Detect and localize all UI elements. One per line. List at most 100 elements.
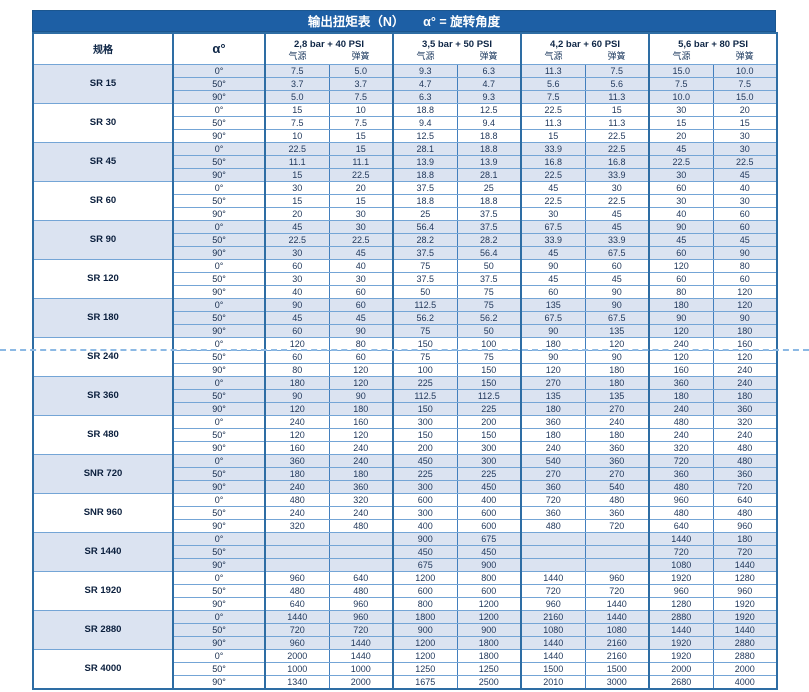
- torque-value-cell: 2000: [264, 648, 330, 663]
- torque-value-cell: 15: [648, 115, 714, 130]
- torque-value-cell: 360: [648, 466, 714, 481]
- torque-value-cell: 720: [520, 492, 586, 507]
- torque-value-cell: 60: [264, 258, 330, 273]
- torque-value-cell: 2160: [584, 648, 650, 663]
- table-row: 90° 80 120 100 150 120 180 160 240: [33, 362, 778, 377]
- torque-value-cell: 120: [712, 284, 778, 299]
- torque-value-cell: 960: [712, 518, 778, 533]
- torque-value-cell: 480: [648, 479, 714, 494]
- torque-value-cell: 1250: [456, 661, 522, 676]
- torque-value-cell: 90: [520, 349, 586, 364]
- table-row: SNR 720 0° 360 240 450 300 540 360 720 480: [32, 453, 778, 494]
- torque-value-cell: [264, 557, 330, 572]
- torque-value-cell: 37.5: [392, 271, 458, 286]
- table-row: 90° 5.0 7.5 6.3 9.3 7.5 11.3 10.0 15.0: [33, 89, 778, 104]
- torque-value-cell: 3000: [584, 674, 650, 689]
- torque-value-cell: 60: [712, 206, 778, 221]
- torque-value-cell: 45: [264, 219, 330, 234]
- torque-value-cell: 90: [328, 388, 394, 403]
- torque-value-cell: 360: [520, 414, 586, 429]
- torque-value-cell: 180: [328, 401, 394, 416]
- torque-value-cell: 960: [264, 570, 330, 585]
- torque-value-cell: 15: [712, 115, 778, 130]
- torque-value-cell: 720: [584, 518, 650, 533]
- torque-value-cell: 100: [392, 362, 458, 377]
- torque-value-cell: 20: [328, 180, 394, 195]
- torque-value-cell: 1200: [392, 648, 458, 663]
- angle-cell: 50°: [172, 76, 266, 91]
- torque-value-cell: 960: [328, 596, 394, 611]
- torque-value-cell: 240: [712, 362, 778, 377]
- torque-value-cell: 1440: [328, 635, 394, 650]
- torque-value-cell: 270: [584, 466, 650, 481]
- angle-cell: 50°: [172, 583, 266, 598]
- torque-value-cell: 22.5: [584, 128, 650, 143]
- torque-value-cell: 450: [392, 544, 458, 559]
- torque-value-cell: 900: [392, 622, 458, 637]
- torque-value-cell: 50: [456, 323, 522, 338]
- table-row: SR 240 0° 120 80 150 100 180 120 240 160: [32, 336, 778, 377]
- table-row: 50° 480 480 600 600 720 720 960 960: [33, 583, 778, 598]
- torque-value-cell: 450: [456, 479, 522, 494]
- torque-value-cell: 120: [584, 336, 650, 351]
- spec-cell: SR 4000: [32, 648, 174, 689]
- torque-value-cell: 240: [712, 375, 778, 390]
- torque-value-cell: [328, 544, 394, 559]
- torque-value-cell: 1440: [648, 531, 714, 546]
- angle-cell: 90°: [172, 206, 266, 221]
- torque-value-cell: 1800: [456, 635, 522, 650]
- torque-value-cell: 7.5: [264, 63, 330, 78]
- torque-value-cell: 1800: [456, 648, 522, 663]
- torque-value-cell: 160: [328, 414, 394, 429]
- torque-value-cell: 90: [712, 245, 778, 260]
- torque-value-cell: 10: [328, 102, 394, 117]
- torque-value-cell: 180: [520, 427, 586, 442]
- angle-cell: 90°: [172, 440, 266, 455]
- torque-value-cell: 67.5: [584, 310, 650, 325]
- torque-value-cell: 11.3: [520, 115, 586, 130]
- torque-value-cell: 60: [264, 323, 330, 338]
- torque-value-cell: 225: [456, 466, 522, 481]
- sub-header-air: 气源: [544, 50, 563, 61]
- torque-value-cell: 30: [712, 141, 778, 156]
- torque-value-cell: 15.0: [712, 89, 778, 104]
- torque-value-cell: 75: [392, 349, 458, 364]
- col-header-pressure-4: 5,6 bar + 80 PSI 气源 弹簧: [648, 32, 778, 65]
- torque-value-cell: 90: [264, 388, 330, 403]
- torque-value-cell: 960: [520, 596, 586, 611]
- torque-value-cell: 160: [648, 362, 714, 377]
- torque-value-cell: 2880: [712, 635, 778, 650]
- torque-value-cell: 720: [712, 479, 778, 494]
- torque-value-cell: 56.4: [392, 219, 458, 234]
- torque-value-cell: 180: [712, 323, 778, 338]
- torque-value-cell: 90: [584, 284, 650, 299]
- spec-cell: SR 240: [32, 336, 174, 377]
- torque-value-cell: 10.0: [712, 63, 778, 78]
- torque-value-cell: 1440: [584, 609, 650, 624]
- torque-value-cell: 11.3: [584, 89, 650, 104]
- torque-value-cell: 135: [584, 323, 650, 338]
- torque-value-cell: 1200: [456, 609, 522, 624]
- torque-value-cell: 18.8: [456, 193, 522, 208]
- sub-header-spring: 弹簧: [351, 50, 370, 61]
- torque-value-cell: 60: [328, 349, 394, 364]
- torque-value-cell: 300: [392, 479, 458, 494]
- torque-value-cell: 45: [520, 271, 586, 286]
- torque-value-cell: 2160: [584, 635, 650, 650]
- torque-value-cell: 320: [648, 440, 714, 455]
- torque-value-cell: 120: [648, 349, 714, 364]
- torque-value-cell: 960: [712, 583, 778, 598]
- angle-cell: 50°: [172, 349, 266, 364]
- torque-value-cell: 80: [648, 284, 714, 299]
- table-row: 90° 320 480 400 600 480 720 640 960: [33, 518, 778, 533]
- torque-value-cell: 640: [328, 570, 394, 585]
- torque-value-cell: 270: [584, 401, 650, 416]
- torque-value-cell: 2500: [456, 674, 522, 689]
- torque-value-cell: 180: [328, 466, 394, 481]
- col-header-spec: 规格: [32, 32, 174, 65]
- angle-cell: 90°: [172, 635, 266, 650]
- angle-cell: 50°: [172, 271, 266, 286]
- torque-value-cell: 28.1: [456, 167, 522, 182]
- torque-value-cell: 1000: [328, 661, 394, 676]
- torque-value-cell: 640: [648, 518, 714, 533]
